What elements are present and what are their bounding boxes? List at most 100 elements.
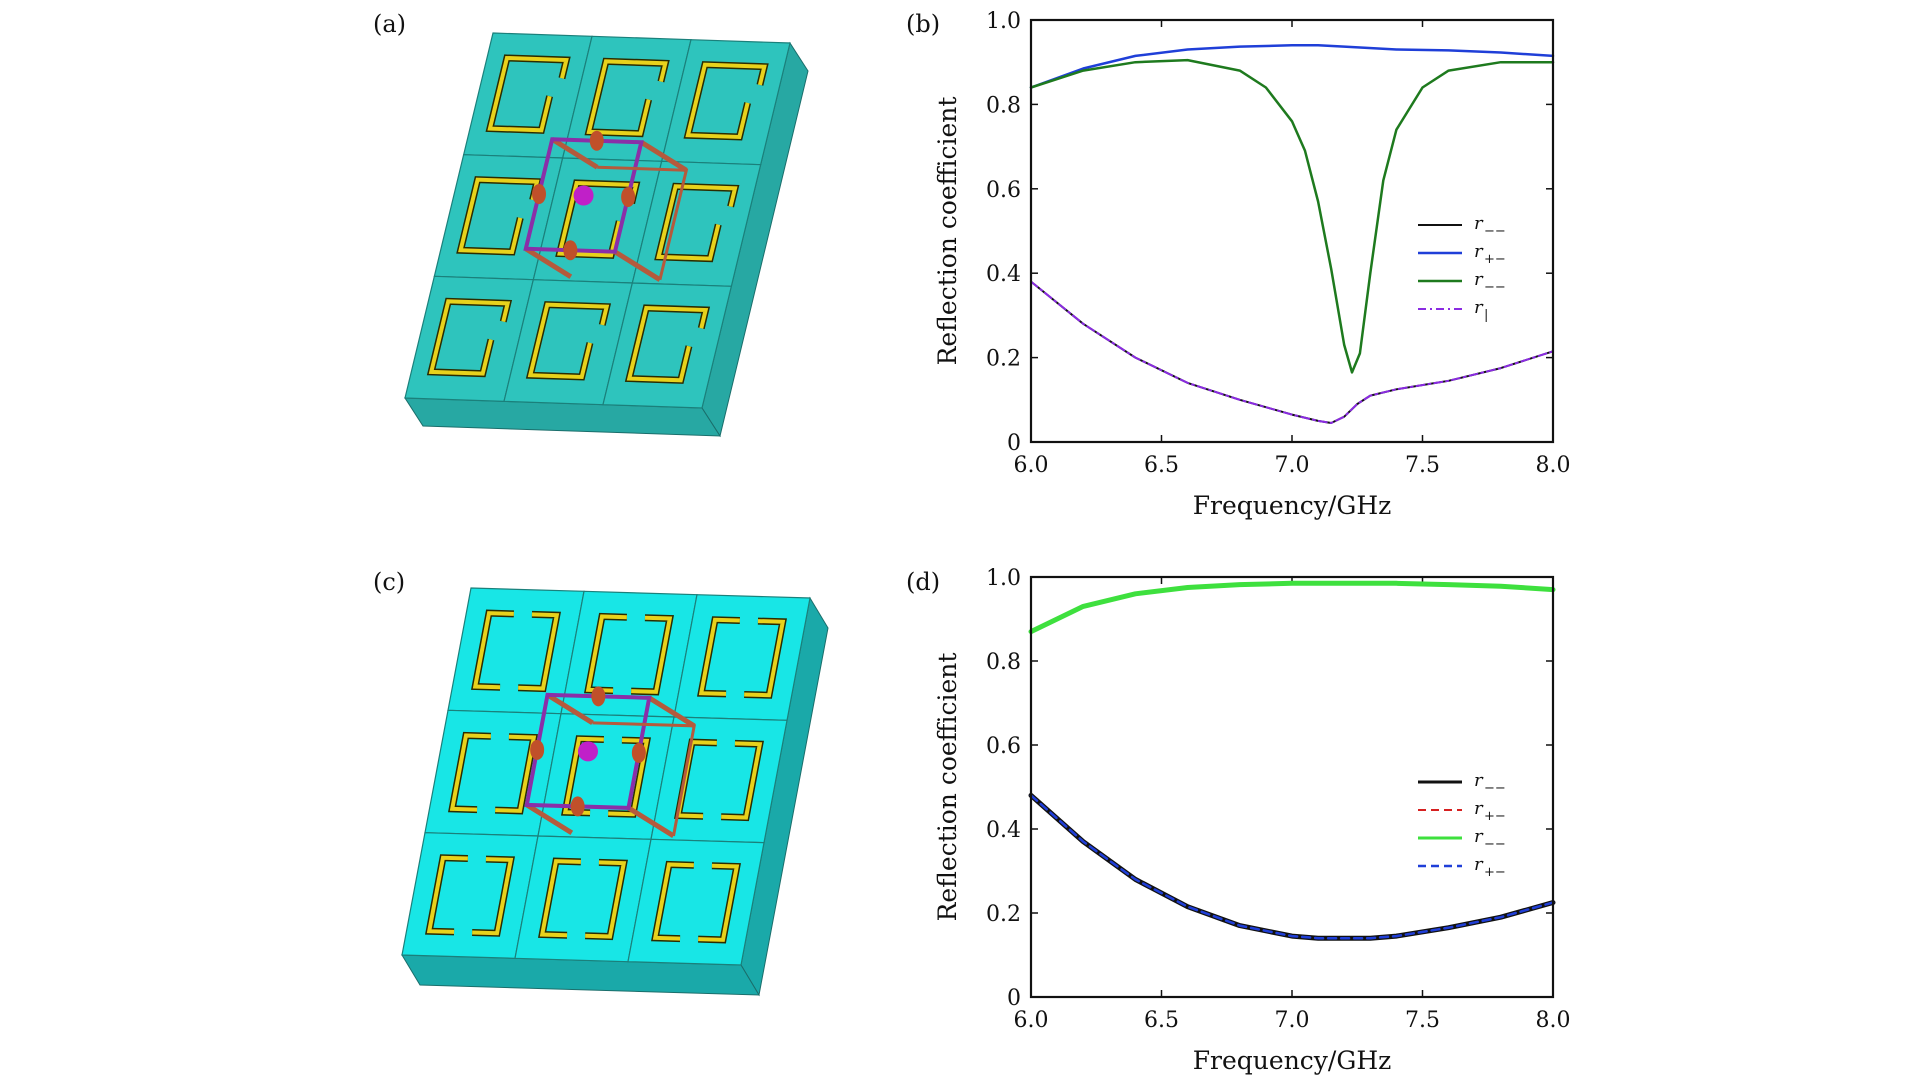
resonator-ring [539, 859, 581, 938]
legend-subscript: −− [1484, 280, 1506, 295]
legend-label: r [1474, 770, 1484, 791]
legend-label: r [1474, 798, 1484, 819]
legend: r −−r +−r −−r +− [1418, 770, 1506, 880]
resonator-ring [626, 305, 709, 383]
legend-subscript: −− [1484, 837, 1506, 852]
y-tick-label: 0.6 [986, 734, 1021, 759]
y-tick-label: 0.2 [986, 902, 1021, 927]
cube-node [532, 184, 547, 204]
legend-label: r [1474, 213, 1484, 234]
y-tick-label: 0.8 [986, 650, 1021, 675]
chart-d-reflection: (d) 6.0 6.5 7.0 7.5 8.0 0 0.2 0.4 0.6 0.8 1.0 Frequ… [906, 566, 1571, 1075]
unit-cell [537, 713, 675, 840]
x-tick-label: 6.0 [1014, 453, 1049, 478]
x-axis-label: Frequency/GHz [1193, 491, 1392, 520]
cube-back-edge [597, 165, 689, 281]
chart-b-reflection: (b) 6.0 6.5 7.0 7.5 8.0 0 0.2 0.4 0.6 0.8 1.0 Frequ… [906, 9, 1571, 520]
resonator-ring [585, 860, 627, 939]
unit-cell [650, 716, 788, 844]
legend-label: r [1474, 854, 1484, 875]
unit-cell [514, 835, 652, 963]
panel-label-c: (c) [373, 568, 405, 596]
resonator-ring [428, 299, 511, 376]
resonator-ring [656, 184, 738, 261]
x-tick-label: 7.0 [1275, 453, 1310, 478]
cube-node [563, 240, 578, 261]
cube-rod [639, 140, 688, 173]
resonator-ring [518, 612, 560, 691]
plot-frame [1029, 18, 1555, 444]
y-axis-label: Reflection coefficient [933, 97, 962, 366]
cube-node [570, 796, 585, 817]
cube-rod [546, 692, 594, 725]
cube-node [621, 187, 636, 207]
cube-rod [550, 137, 599, 170]
metasurface-model-c [401, 587, 829, 997]
cube-node [591, 686, 606, 707]
panel-label-b: (b) [906, 10, 940, 38]
panel-a-metasurface-illustration: (a) [373, 10, 809, 438]
panel-label-a: (a) [373, 10, 406, 38]
legend: r −−r +−r −−r | [1418, 213, 1506, 323]
series-line-2 [1028, 580, 1556, 635]
x-tick-label: 6.5 [1144, 453, 1179, 478]
resonator-ring [744, 619, 786, 698]
unit-cell [627, 838, 765, 966]
legend-subscript: +− [1484, 252, 1506, 267]
x-tick-label: 7.0 [1275, 1008, 1310, 1033]
cube-rod [524, 246, 573, 279]
series-line-3 [1029, 794, 1555, 940]
resonator-ring [426, 855, 468, 934]
y-tick-label: 0.4 [986, 818, 1021, 843]
y-tick-label: 1.0 [986, 566, 1021, 591]
cube-rod [525, 802, 574, 836]
legend-subscript: −− [1484, 224, 1506, 239]
x-axis-label: Frequency/GHz [1193, 1046, 1392, 1075]
cube-frame [524, 692, 652, 810]
x-tick-label: 7.5 [1405, 1008, 1440, 1033]
cube-back-edge [592, 721, 696, 837]
series-line-2 [1029, 58, 1555, 374]
x-tick-label: 8.0 [1536, 453, 1571, 478]
legend-subscript: −− [1484, 781, 1506, 796]
legend-label: r [1474, 269, 1484, 290]
resonator-ring [721, 741, 763, 820]
y-tick-label: 0.8 [986, 93, 1021, 118]
resonator-ring [652, 862, 694, 941]
resonator-ring [698, 863, 740, 942]
resonator-ring [495, 734, 537, 813]
series-line-1 [1029, 44, 1555, 89]
y-tick-label: 1.0 [986, 9, 1021, 34]
legend-label: r [1474, 826, 1484, 847]
panel-label-d: (d) [906, 568, 940, 596]
y-tick-label: 0 [1007, 986, 1021, 1011]
legend-subscript: +− [1484, 809, 1506, 824]
x-tick-label: 7.5 [1405, 453, 1440, 478]
plot-frame [1029, 575, 1555, 999]
resonator-ring [472, 611, 514, 690]
cube-node [530, 739, 545, 760]
resonator-ring [472, 857, 514, 936]
cube-rod [647, 695, 696, 728]
resonator-ring [458, 177, 540, 255]
legend-label: r [1474, 241, 1484, 262]
cube-node [589, 130, 604, 151]
cube-rod [613, 249, 662, 282]
legend-subscript: +− [1484, 865, 1506, 880]
unit-cell [673, 594, 811, 721]
y-tick-label: 0 [1007, 431, 1021, 456]
series-line-3 [1030, 280, 1554, 424]
resonator-ring [586, 59, 668, 136]
cube-frame [523, 137, 644, 254]
cube-node [631, 742, 646, 763]
y-tick-label: 0.4 [986, 262, 1021, 287]
cube-center-node [578, 741, 598, 762]
unit-cell [401, 832, 539, 959]
x-tick-label: 8.0 [1536, 1008, 1571, 1033]
resonator-ring [685, 62, 767, 140]
cube-center-node [573, 185, 594, 206]
resonator-ring [527, 302, 610, 380]
x-tick-label: 6.5 [1144, 1008, 1179, 1033]
cube-rod [627, 805, 675, 839]
